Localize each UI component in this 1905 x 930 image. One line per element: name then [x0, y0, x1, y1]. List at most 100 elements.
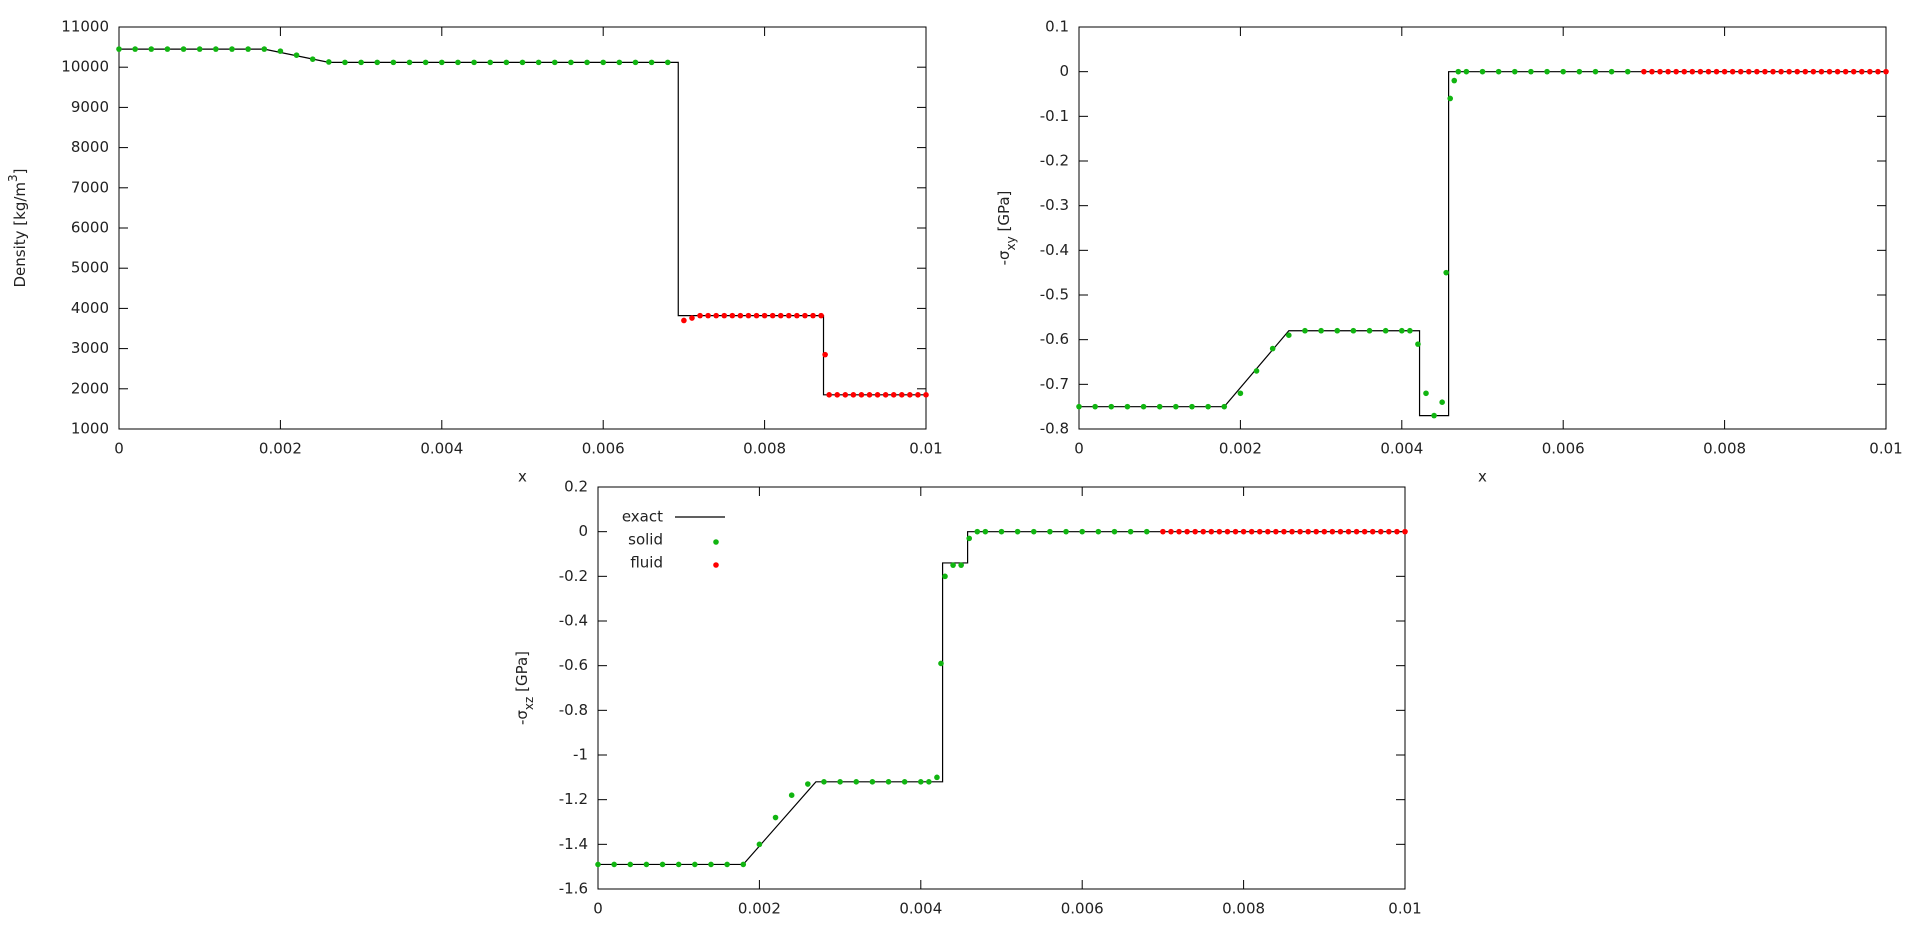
plot-frame	[597, 486, 1406, 890]
legend-label: solid	[628, 531, 663, 549]
data-point	[342, 59, 348, 66]
data-point	[692, 861, 698, 868]
x-tick-label: 0.004	[899, 900, 942, 918]
data-point	[1124, 403, 1131, 410]
data-point	[713, 312, 719, 319]
data-point	[627, 861, 634, 868]
data-point	[1826, 68, 1833, 75]
data-point	[1253, 368, 1260, 374]
data-point	[1729, 68, 1736, 75]
y-tick-label: 8000	[71, 138, 109, 156]
data-point	[1394, 528, 1400, 535]
data-point	[213, 46, 219, 52]
data-point	[1495, 68, 1502, 75]
y-tick-label: -0.1	[1040, 107, 1069, 125]
data-point	[1681, 68, 1688, 75]
data-point	[1431, 412, 1437, 419]
data-point	[777, 312, 784, 319]
data-point	[1361, 528, 1368, 535]
data-point	[1281, 528, 1287, 535]
y-axis-label-part: xz	[522, 697, 536, 710]
y-tick-label: -1.4	[559, 835, 588, 853]
data-point	[196, 46, 203, 52]
data-point	[934, 774, 940, 781]
x-tick-label: 0.01	[1869, 440, 1902, 458]
data-point	[648, 59, 655, 66]
data-point	[503, 59, 510, 66]
data-point	[1382, 327, 1389, 334]
data-point	[866, 392, 873, 398]
legend-swatch	[713, 562, 719, 568]
y-axis-label-part: ]	[11, 168, 29, 174]
data-point	[821, 779, 827, 785]
data-point	[1216, 528, 1223, 535]
y-axis-label-part: [GPa]	[995, 191, 1013, 237]
data-point	[1305, 528, 1311, 535]
data-point	[277, 48, 284, 54]
data-point	[1770, 68, 1776, 75]
exact-line	[119, 48, 926, 396]
data-point	[675, 861, 682, 868]
legend-label: exact	[622, 508, 663, 526]
y-axis-label: Density [kg/m3]	[6, 168, 29, 287]
data-point	[439, 59, 445, 66]
data-point	[1746, 68, 1752, 75]
data-point	[1842, 68, 1849, 75]
x-tick-label: 0.01	[909, 440, 942, 458]
data-point	[1858, 68, 1865, 75]
chart: -0.8 -0.7 -0.6 -0.5 -0.4 -0.3 -0.2 -0.1 0 0.1 0 0.0…	[995, 18, 1903, 486]
chart: -1.6 -1.4 -1.2 -1 -0.8 -0.6 -0.4 -0.2 0 0.2 0 0.002…	[513, 478, 1422, 918]
data-point	[422, 59, 429, 66]
x-tick-label: 0.004	[1380, 440, 1423, 458]
data-point	[1127, 528, 1134, 535]
data-point	[535, 59, 542, 66]
data-point	[805, 781, 811, 787]
data-point	[1297, 528, 1303, 535]
data-point	[737, 312, 744, 319]
data-point	[705, 312, 711, 319]
data-point	[950, 562, 956, 568]
data-point	[1657, 68, 1663, 75]
data-point	[822, 351, 828, 358]
y-tick-label: 10000	[61, 58, 109, 76]
data-point	[1289, 528, 1295, 535]
data-point	[1463, 68, 1470, 75]
x-tick-label: 0.006	[582, 440, 625, 458]
data-point	[643, 861, 650, 868]
data-point	[1423, 390, 1429, 397]
data-point	[1143, 528, 1150, 535]
data-point	[818, 312, 824, 319]
data-point	[1369, 528, 1376, 535]
data-point	[1168, 528, 1174, 535]
data-point	[1649, 68, 1655, 75]
data-point	[898, 392, 905, 398]
x-tick-label: 0.002	[738, 900, 781, 918]
data-point	[834, 392, 841, 398]
x-tick-label: 0.006	[1542, 440, 1585, 458]
data-point	[869, 779, 876, 785]
data-point	[721, 312, 728, 319]
data-point	[708, 861, 714, 868]
data-point	[958, 562, 964, 568]
data-point	[810, 312, 816, 319]
data-point	[1337, 528, 1344, 535]
x-tick-label: 0.008	[1703, 440, 1746, 458]
data-point	[966, 535, 973, 542]
data-point	[600, 59, 606, 66]
data-point	[1576, 68, 1583, 75]
data-point	[1334, 327, 1341, 334]
y-tick-label: 1000	[71, 420, 109, 438]
data-point	[1205, 403, 1211, 410]
data-point	[1875, 68, 1881, 75]
data-point	[1697, 68, 1704, 75]
data-point	[1173, 403, 1179, 410]
data-point	[664, 59, 671, 66]
data-point	[1834, 68, 1841, 75]
data-point	[1014, 528, 1021, 535]
data-point	[1237, 390, 1244, 397]
y-tick-label: 7000	[71, 178, 109, 196]
data-point	[1092, 403, 1098, 410]
data-point	[1439, 399, 1445, 406]
y-tick-label: 2000	[71, 379, 109, 397]
data-point	[1108, 403, 1115, 410]
